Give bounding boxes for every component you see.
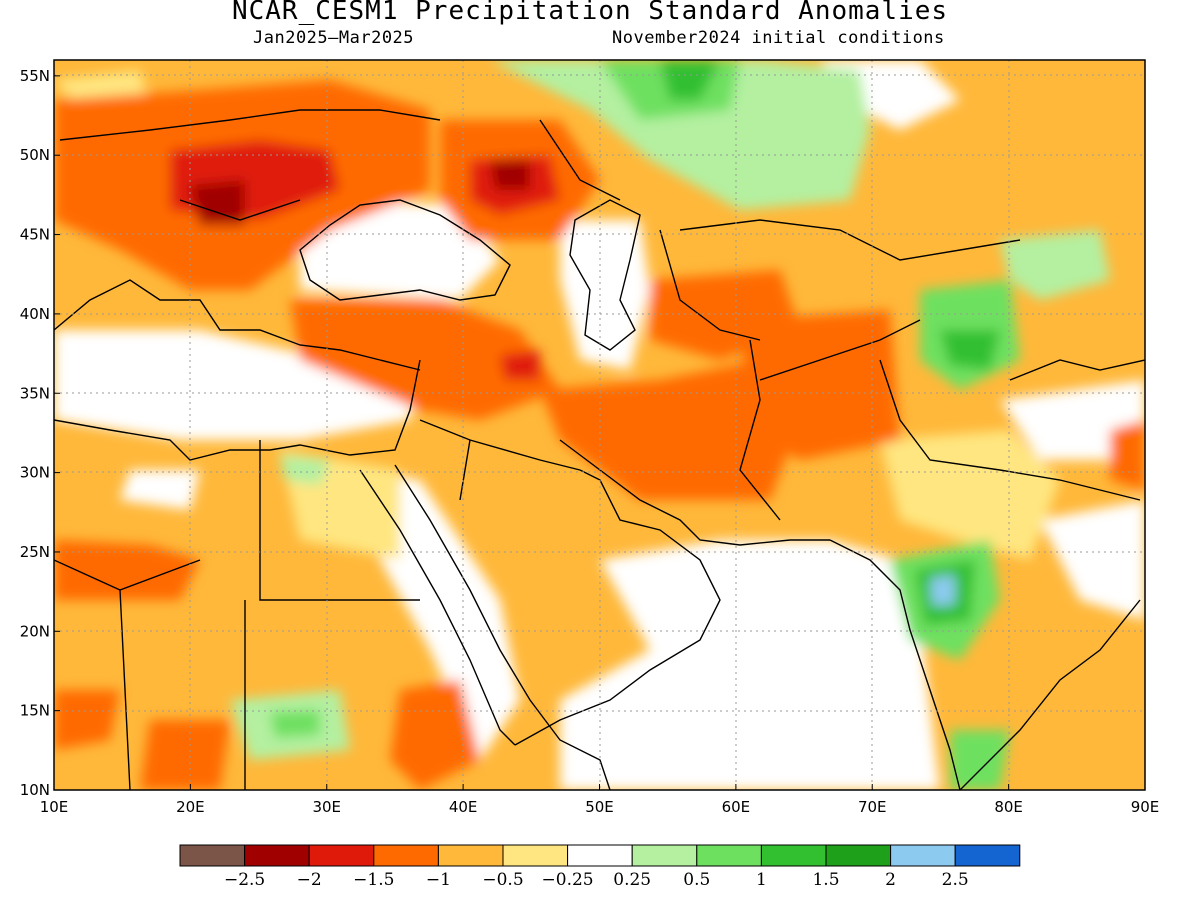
lon-tick-label: 20E <box>176 798 205 816</box>
lat-tick-label: 40N <box>20 305 50 323</box>
colorbar-swatch <box>567 844 633 867</box>
lon-tick-label: 70E <box>858 798 887 816</box>
colorbar-swatch <box>954 844 1021 867</box>
colorbar-swatch <box>631 844 698 867</box>
colorbar-label: −1.5 <box>353 870 394 890</box>
colorbar-label: −0.25 <box>542 870 594 890</box>
colorbar-label: 1.5 <box>812 870 839 890</box>
anomaly-field <box>54 60 1145 790</box>
colorbar-swatch <box>502 844 569 867</box>
colorbar: −2.5 −2 −1.5 −1 −0.5 −0.25 0.25 0.5 1 1.5 2 2.5 <box>179 844 1021 890</box>
lat-tick-label: 50N <box>20 146 50 164</box>
initial-conditions: November2024 initial conditions <box>612 28 945 48</box>
coastlines-borders <box>54 109 1145 790</box>
colorbar-swatch <box>373 844 439 867</box>
longitude-axis: 10E 20E 30E 40E 50E 60E 70E 80E 90E <box>40 784 1160 816</box>
latitude-axis: 10N 15N 20N 25N 30N 35N 40N 45N 50N 55N <box>20 67 60 799</box>
colorbar-label: −2.5 <box>224 870 265 890</box>
colorbar-label: 2 <box>885 870 896 890</box>
colorbar-label: 0.5 <box>683 870 710 890</box>
lat-tick-label: 20N <box>20 622 50 640</box>
colorbar-label: −1 <box>426 870 451 890</box>
colorbar-label: −2 <box>297 870 322 890</box>
forecast-period: Jan2025–Mar2025 <box>253 28 415 48</box>
lat-tick-label: 25N <box>20 543 50 561</box>
lon-tick-label: 90E <box>1131 798 1160 816</box>
lat-tick-label: 35N <box>20 384 50 402</box>
lon-tick-label: 60E <box>722 798 751 816</box>
colorbar-swatch <box>437 844 504 867</box>
colorbar-label: 2.5 <box>942 870 969 890</box>
lat-tick-label: 55N <box>20 67 50 85</box>
lon-tick-label: 30E <box>312 798 341 816</box>
colorbar-swatch <box>308 844 375 867</box>
lat-tick-label: 30N <box>20 464 50 482</box>
colorbar-swatch <box>760 844 827 867</box>
colorbar-swatch <box>890 844 956 867</box>
colorbar-swatch <box>696 844 762 867</box>
colorbar-swatch <box>244 844 310 867</box>
lat-tick-label: 45N <box>20 226 50 244</box>
lon-tick-label: 40E <box>449 798 478 816</box>
lon-tick-label: 50E <box>585 798 614 816</box>
colorbar-label: 1 <box>756 870 767 890</box>
colorbar-swatch <box>825 844 892 867</box>
lat-tick-label: 10N <box>20 781 50 799</box>
colorbar-label: −0.5 <box>482 870 523 890</box>
map-title: NCAR_CESM1 Precipitation Standard Anomal… <box>231 0 949 26</box>
lon-tick-label: 80E <box>994 798 1023 816</box>
lon-tick-label: 10E <box>40 798 69 816</box>
colorbar-label: 0.25 <box>613 870 651 890</box>
grid-lines <box>54 60 1145 790</box>
colorbar-swatch <box>179 844 246 867</box>
lat-tick-label: 15N <box>20 702 50 720</box>
